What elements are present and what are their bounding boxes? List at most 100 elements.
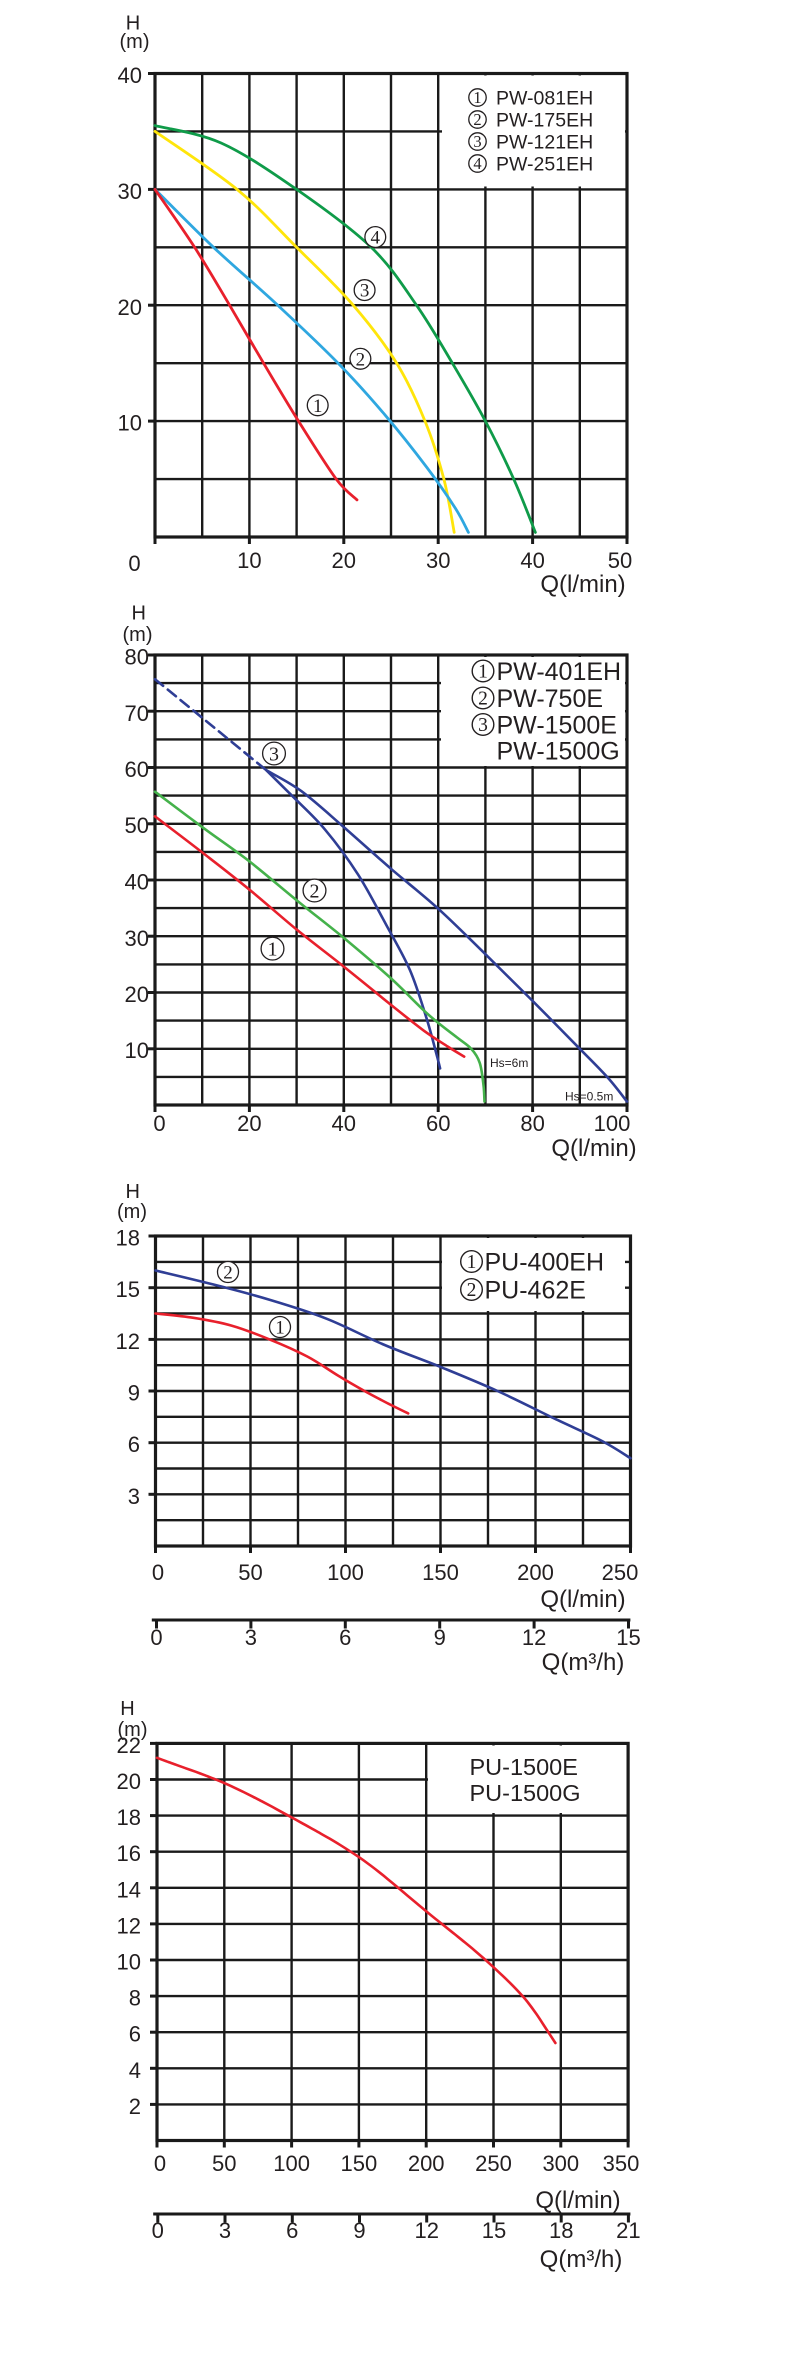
svg-text:2: 2	[478, 689, 488, 710]
svg-text:9: 9	[434, 1625, 446, 1650]
svg-text:15: 15	[616, 1625, 640, 1650]
svg-text:PU-400EH: PU-400EH	[485, 1249, 605, 1277]
svg-text:2: 2	[310, 880, 320, 902]
svg-text:10: 10	[118, 411, 142, 436]
svg-text:3: 3	[473, 132, 481, 151]
svg-text:Q(l/min): Q(l/min)	[540, 1586, 625, 1613]
svg-text:12: 12	[522, 1625, 546, 1650]
svg-text:22: 22	[117, 1733, 141, 1758]
svg-text:PW-121EH: PW-121EH	[496, 131, 593, 153]
svg-text:(m): (m)	[120, 31, 150, 53]
svg-text:6: 6	[286, 2218, 298, 2243]
svg-text:10: 10	[125, 1038, 149, 1063]
svg-text:250: 250	[602, 1560, 639, 1585]
svg-text:PW-251EH: PW-251EH	[496, 153, 593, 175]
svg-text:1: 1	[268, 938, 278, 960]
svg-text:1: 1	[478, 662, 488, 683]
svg-text:PU-1500G: PU-1500G	[470, 1780, 581, 1806]
svg-text:200: 200	[517, 1560, 554, 1585]
svg-text:250: 250	[475, 2151, 512, 2176]
svg-text:50: 50	[125, 813, 149, 838]
svg-text:PU-1500E: PU-1500E	[470, 1754, 578, 1780]
svg-text:3: 3	[128, 1484, 140, 1509]
svg-text:40: 40	[520, 548, 544, 573]
svg-text:PW-750E: PW-750E	[497, 685, 604, 713]
svg-text:0: 0	[152, 2218, 164, 2243]
svg-text:30: 30	[118, 179, 142, 204]
svg-text:1: 1	[275, 1318, 285, 1339]
svg-text:100: 100	[273, 2151, 310, 2176]
svg-text:30: 30	[125, 926, 149, 951]
svg-text:21: 21	[616, 2218, 640, 2243]
svg-text:16: 16	[117, 1841, 141, 1866]
svg-text:9: 9	[353, 2218, 365, 2243]
svg-text:0: 0	[150, 1625, 162, 1650]
svg-text:350: 350	[603, 2151, 640, 2176]
svg-text:3: 3	[269, 743, 279, 765]
svg-text:40: 40	[118, 63, 142, 88]
svg-text:Hs=0.5m: Hs=0.5m	[565, 1090, 613, 1104]
svg-text:0: 0	[152, 1560, 164, 1585]
svg-text:(m): (m)	[118, 1719, 148, 1741]
svg-text:0: 0	[153, 1111, 165, 1136]
svg-text:18: 18	[117, 1805, 141, 1830]
svg-text:PU-462E: PU-462E	[485, 1277, 586, 1305]
svg-text:H: H	[120, 1698, 134, 1720]
svg-text:6: 6	[128, 1432, 140, 1457]
svg-text:2: 2	[473, 110, 481, 129]
svg-text:10: 10	[237, 548, 261, 573]
svg-text:15: 15	[482, 2218, 506, 2243]
svg-text:9: 9	[128, 1381, 140, 1406]
svg-text:70: 70	[125, 701, 149, 726]
svg-text:PW-1500E: PW-1500E	[497, 712, 617, 740]
svg-text:0: 0	[154, 2151, 166, 2176]
svg-text:14: 14	[117, 1877, 141, 1902]
svg-text:3: 3	[360, 281, 370, 302]
svg-text:4: 4	[129, 2058, 141, 2083]
svg-text:15: 15	[116, 1277, 140, 1302]
svg-text:150: 150	[422, 1560, 459, 1585]
svg-text:4: 4	[473, 154, 481, 173]
svg-text:18: 18	[549, 2218, 573, 2243]
svg-text:200: 200	[408, 2151, 445, 2176]
svg-text:1: 1	[467, 1252, 477, 1273]
svg-text:6: 6	[129, 2022, 141, 2047]
svg-text:100: 100	[594, 1111, 631, 1136]
svg-text:12: 12	[117, 1913, 141, 1938]
svg-text:Q(l/min): Q(l/min)	[551, 1135, 636, 1162]
svg-text:20: 20	[118, 295, 142, 320]
svg-text:H: H	[126, 13, 140, 35]
svg-text:50: 50	[608, 548, 632, 573]
svg-text:Hs=6m: Hs=6m	[490, 1056, 528, 1070]
svg-text:0: 0	[128, 551, 140, 576]
svg-text:60: 60	[125, 757, 149, 782]
svg-text:4: 4	[371, 228, 381, 249]
svg-text:1: 1	[313, 396, 323, 417]
svg-text:2: 2	[467, 1280, 477, 1301]
svg-text:PW-1500G: PW-1500G	[497, 738, 620, 766]
svg-text:12: 12	[414, 2218, 438, 2243]
svg-text:3: 3	[245, 1625, 257, 1650]
svg-text:20: 20	[117, 1769, 141, 1794]
svg-text:PW-081EH: PW-081EH	[496, 87, 593, 109]
svg-text:18: 18	[116, 1226, 140, 1251]
svg-text:12: 12	[116, 1329, 140, 1354]
svg-text:PW-401EH: PW-401EH	[497, 658, 622, 686]
svg-text:(m): (m)	[123, 624, 153, 646]
svg-text:300: 300	[542, 2151, 579, 2176]
svg-text:150: 150	[341, 2151, 378, 2176]
svg-text:2: 2	[356, 349, 366, 370]
svg-text:100: 100	[327, 1560, 364, 1585]
svg-text:PW-175EH: PW-175EH	[496, 109, 593, 131]
svg-text:Q(l/min): Q(l/min)	[540, 571, 625, 598]
svg-text:2: 2	[129, 2094, 141, 2119]
svg-text:Q(l/min): Q(l/min)	[535, 2187, 620, 2214]
svg-text:40: 40	[332, 1111, 356, 1136]
svg-text:1: 1	[473, 88, 481, 107]
svg-text:3: 3	[478, 715, 488, 736]
svg-text:10: 10	[117, 1950, 141, 1975]
svg-text:Q(m³/h): Q(m³/h)	[540, 2246, 623, 2273]
svg-text:30: 30	[426, 548, 450, 573]
svg-text:2: 2	[223, 1263, 233, 1284]
svg-text:H: H	[125, 1181, 139, 1203]
